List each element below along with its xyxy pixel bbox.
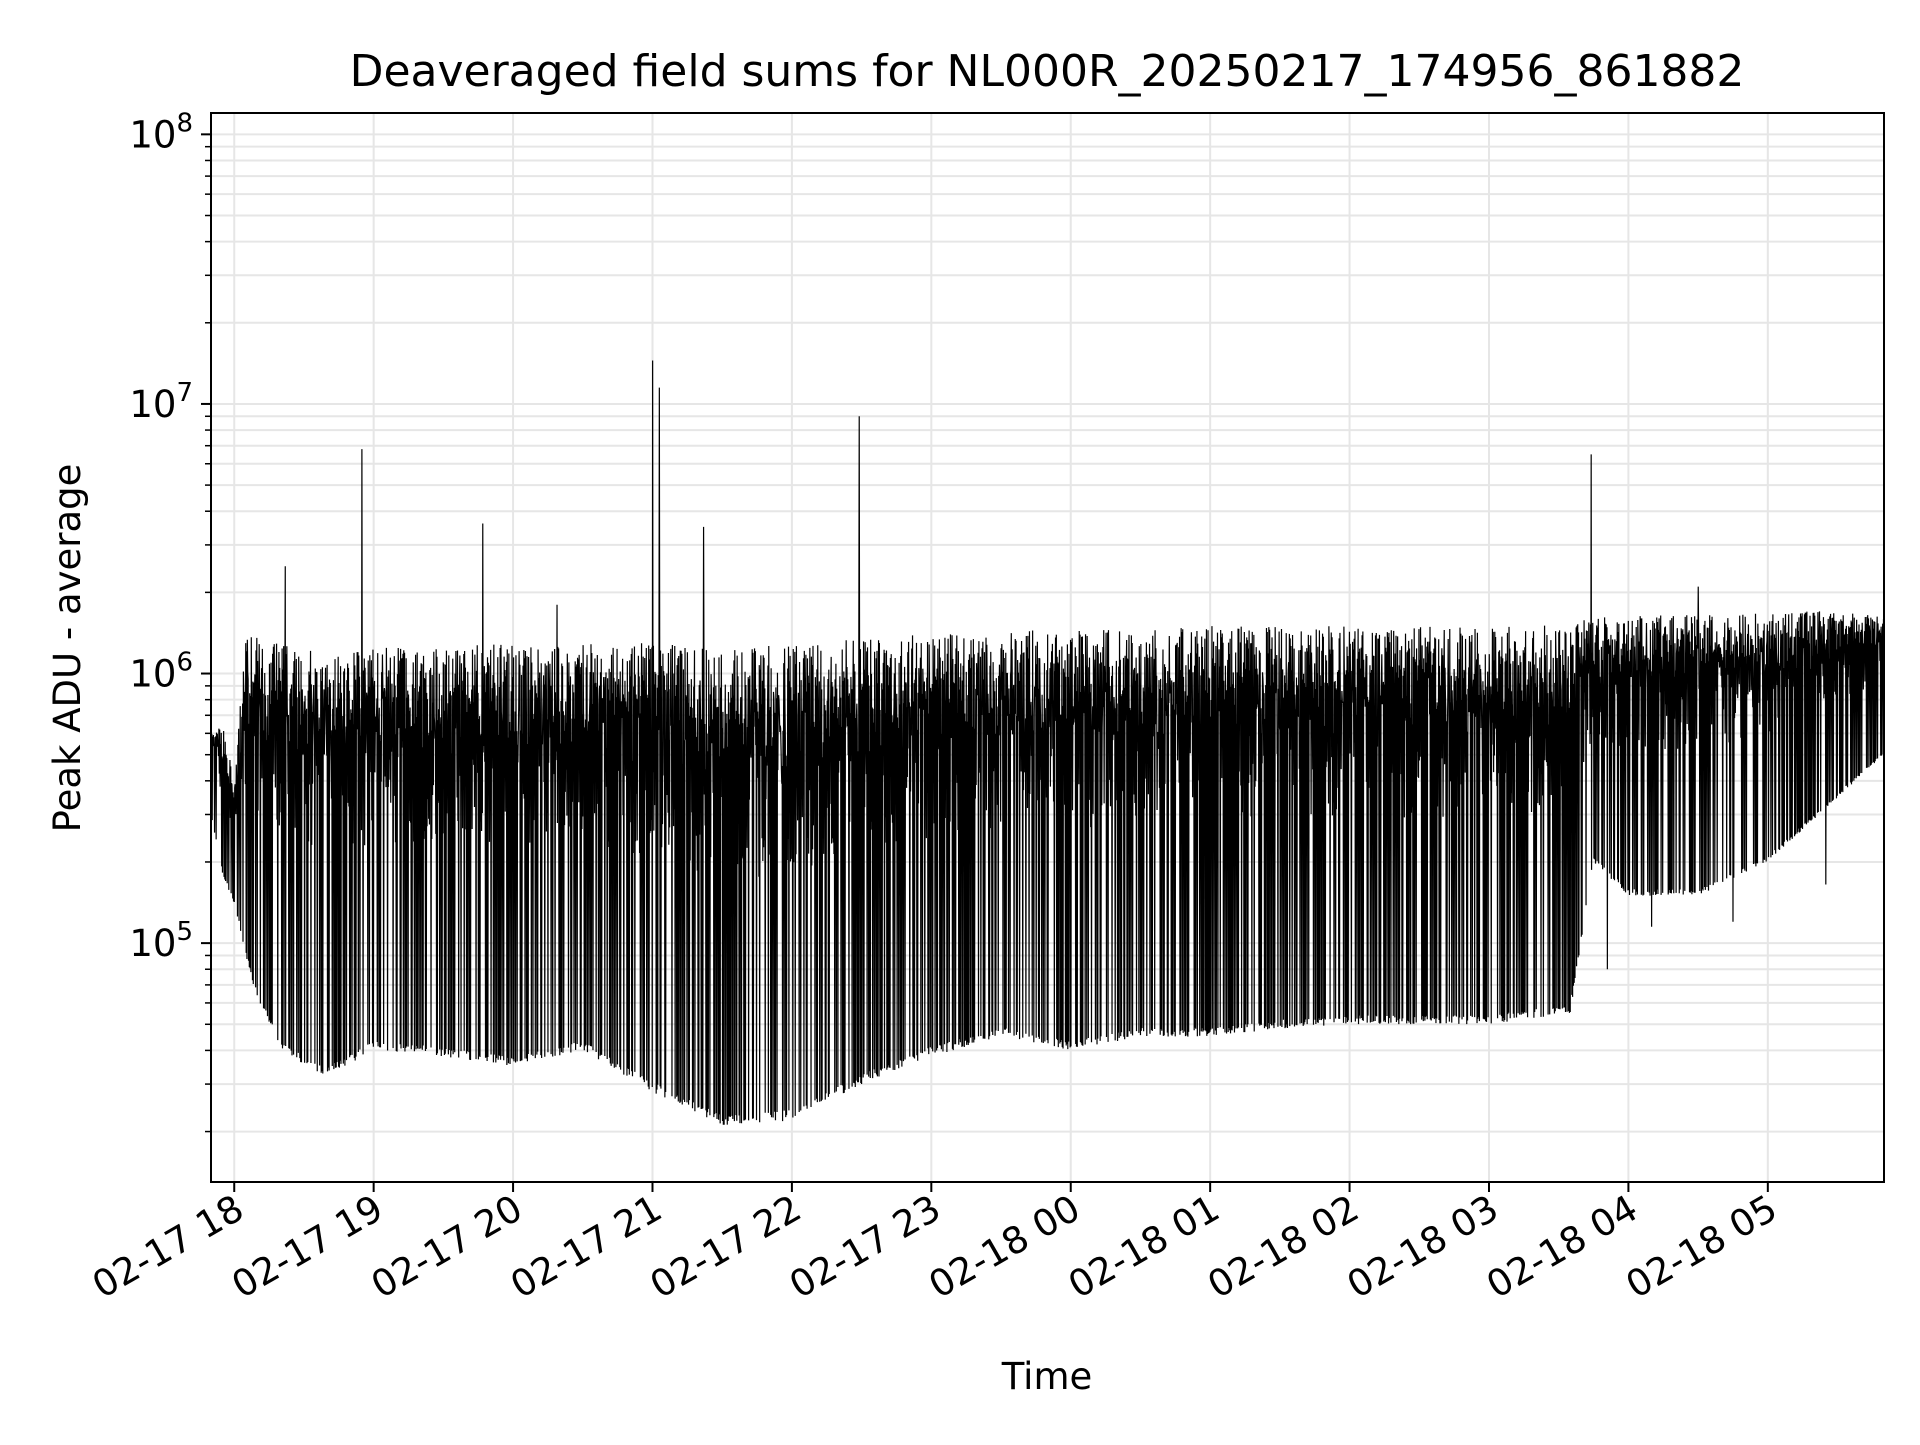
chart-title: Deaveraged field sums for NL000R_2025021…: [350, 46, 1745, 97]
y-tick-label: 108: [129, 108, 193, 156]
x-axis-label: Time: [1001, 1355, 1093, 1398]
y-tick-label: 105: [129, 917, 193, 965]
series-path: [210, 360, 1885, 1125]
y-tick-label: 106: [129, 648, 193, 696]
y-axis-label: Peak ADU - average: [46, 464, 89, 833]
series-line: [210, 360, 1885, 1125]
plot-frame: [210, 112, 1885, 1183]
y-tick-label: 107: [129, 378, 193, 426]
